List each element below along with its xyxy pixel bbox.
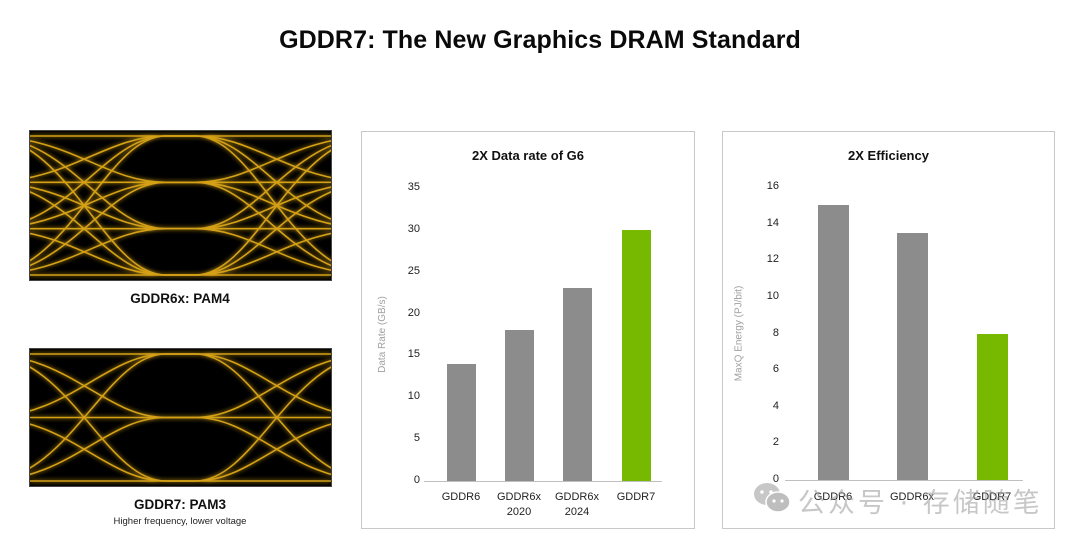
y-tick-label: 10 <box>407 390 420 403</box>
pam4-eye-diagram <box>29 130 332 281</box>
pam4-caption: GDDR6x: PAM4 <box>130 291 230 306</box>
category-line: GDDR6 <box>441 491 481 503</box>
category-line: GDDR6 <box>813 491 853 503</box>
y-tick-label: 8 <box>772 326 779 339</box>
watermark: 公众号 · 存储随笔 <box>752 480 1043 520</box>
y-tick-label: 30 <box>407 222 420 235</box>
watermark-text: 公众号 · 存储随笔 <box>798 487 1043 519</box>
x-axis-line <box>424 481 662 482</box>
pam3-subcaption: Higher frequency, lower voltage <box>113 516 247 527</box>
x-category-label: GDDR6x 2020 <box>484 490 554 520</box>
pam3-caption: GDDR7: PAM3 <box>133 497 226 512</box>
y-tick-label: 25 <box>407 264 420 277</box>
chart-title: 2X Efficiency <box>848 148 929 163</box>
category-line: 2020 <box>506 506 532 518</box>
category-line: 2024 <box>564 506 590 518</box>
y-axis-label: MaxQ Energy (PJ/bit) <box>733 285 745 382</box>
x-category-label: GDDR7 <box>957 490 1027 505</box>
category-line: GDDR6x <box>496 491 541 503</box>
y-tick-label: 5 <box>413 432 420 445</box>
y-tick-label: 4 <box>772 399 779 412</box>
wechat-icon <box>752 481 792 520</box>
y-tick-label: 0 <box>413 474 420 486</box>
bar-gddr6x <box>896 232 928 480</box>
bar-gddr7 <box>976 333 1008 480</box>
x-category-label: GDDR6 <box>426 490 496 505</box>
efficiency-chart: 2X Efficiency 0 2 4 6 8 10 12 14 16 MaxQ Energy (… <box>722 131 1055 529</box>
y-tick-label: 20 <box>407 306 420 319</box>
category-line: GDDR6x <box>889 491 934 503</box>
bar-gddr6 <box>817 205 849 480</box>
y-axis-label: Data Rate (GB/s) <box>376 296 388 373</box>
y-tick-label: 10 <box>766 289 779 302</box>
category-line: GDDR7 <box>972 491 1012 503</box>
y-tick-label: 6 <box>772 363 779 376</box>
y-tick-label: 2 <box>772 436 779 449</box>
category-line: GDDR6x <box>554 491 599 503</box>
y-tick-label: 16 <box>766 180 779 192</box>
chart-title: 2X Data rate of G6 <box>472 148 584 163</box>
x-category-label: GDDR6 <box>798 490 868 505</box>
x-axis-line <box>785 480 1023 481</box>
y-tick-label: 0 <box>772 473 779 485</box>
y-tick-label: 35 <box>407 181 420 193</box>
bar-gddr6x-2020 <box>504 330 534 481</box>
x-category-label: GDDR7 <box>601 490 671 505</box>
y-tick-label: 14 <box>766 216 779 229</box>
y-tick-label: 15 <box>407 348 420 361</box>
bar-gddr6x-2024 <box>562 288 592 481</box>
pam3-eye-diagram <box>29 348 332 487</box>
bar-gddr6 <box>446 363 476 481</box>
x-category-label: GDDR6x <box>877 490 947 505</box>
category-line: GDDR7 <box>616 491 656 503</box>
data-rate-chart: 2X Data rate of G6 0 5 10 15 20 25 30 35 Data Ra… <box>361 131 695 529</box>
page-title: GDDR7: The New Graphics DRAM Standard <box>279 26 801 54</box>
x-category-label: GDDR6x 2024 <box>542 490 612 520</box>
y-tick-label: 12 <box>766 253 779 266</box>
bar-gddr7 <box>621 229 651 481</box>
